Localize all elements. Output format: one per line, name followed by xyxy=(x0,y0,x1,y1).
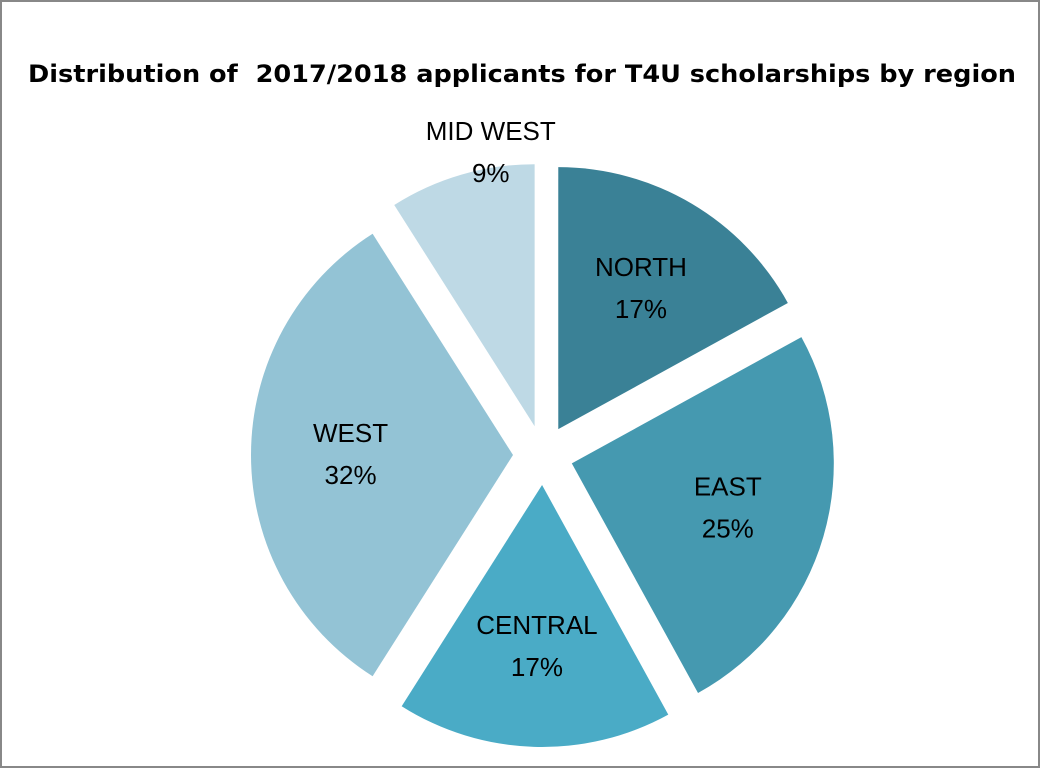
chart-title: Distribution of 2017/2018 applicants for… xyxy=(28,60,1016,88)
pie-slice xyxy=(558,167,788,430)
slice-value-label: 9% xyxy=(472,158,510,188)
slice-value-label: 17% xyxy=(615,294,667,324)
pie-slice xyxy=(401,484,669,747)
pie-slice xyxy=(250,233,514,677)
slice-label: WEST xyxy=(313,418,388,448)
slice-label: EAST xyxy=(694,472,762,502)
slice-label: MID WEST xyxy=(426,116,556,146)
slice-value-label: 32% xyxy=(325,460,377,490)
slice-value-label: 17% xyxy=(511,652,563,682)
pie-slice xyxy=(394,164,535,427)
slice-label: CENTRAL xyxy=(476,610,597,640)
slice-label: NORTH xyxy=(595,252,687,282)
pie-slice xyxy=(571,337,834,693)
slice-value-label: 25% xyxy=(702,514,754,544)
